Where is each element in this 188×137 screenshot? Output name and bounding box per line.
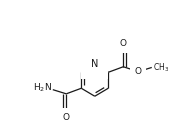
- Text: O: O: [63, 113, 70, 122]
- Text: CH$_3$: CH$_3$: [153, 61, 169, 74]
- Text: O: O: [120, 39, 127, 48]
- Text: O: O: [135, 67, 142, 76]
- Text: H$_2$N: H$_2$N: [33, 81, 52, 94]
- Text: N: N: [91, 59, 99, 69]
